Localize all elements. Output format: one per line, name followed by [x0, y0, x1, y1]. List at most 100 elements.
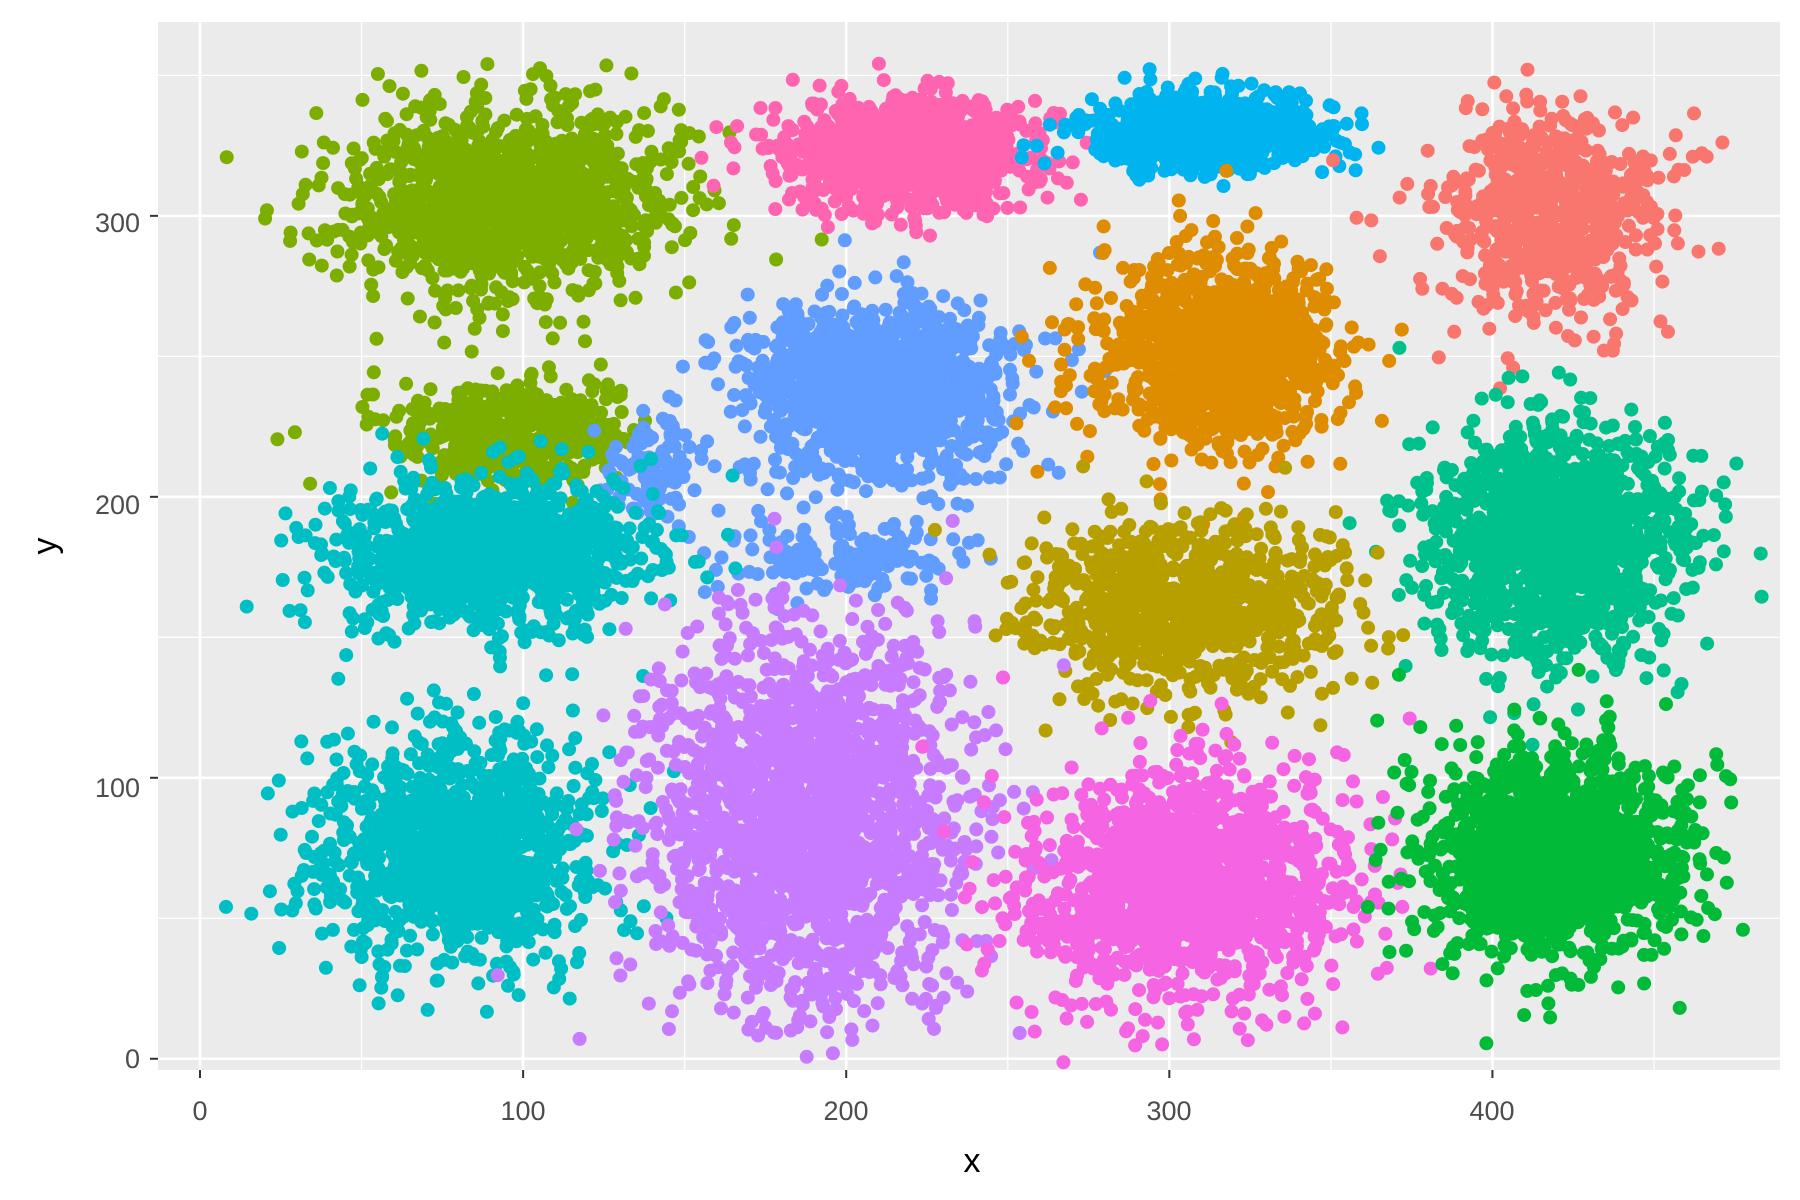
data-point — [416, 150, 431, 165]
data-point — [896, 255, 911, 270]
data-point — [553, 176, 568, 191]
data-point — [1168, 90, 1183, 105]
data-point — [807, 196, 822, 211]
data-point — [662, 149, 677, 163]
data-point — [675, 359, 690, 374]
data-point — [553, 315, 568, 330]
data-point — [1348, 163, 1363, 178]
data-point — [443, 239, 458, 254]
data-point — [1447, 324, 1462, 339]
data-point — [490, 121, 505, 136]
data-point — [1608, 105, 1622, 120]
data-point — [485, 394, 500, 409]
data-point — [923, 81, 938, 96]
data-point — [311, 178, 326, 193]
data-point — [528, 131, 543, 146]
data-point — [1000, 102, 1015, 117]
data-point — [814, 232, 829, 247]
data-point — [561, 261, 576, 276]
data-point — [1012, 163, 1027, 178]
data-point — [559, 382, 574, 397]
data-point — [570, 422, 585, 437]
data-point — [849, 108, 863, 123]
data-point — [464, 344, 479, 359]
data-point — [905, 158, 920, 173]
data-point — [440, 137, 455, 152]
data-point — [1278, 121, 1293, 136]
data-point — [1559, 292, 1574, 307]
data-point — [1520, 62, 1535, 77]
data-point — [556, 402, 571, 417]
data-point — [724, 231, 739, 246]
data-point — [899, 191, 914, 206]
data-point — [1096, 126, 1111, 141]
data-point — [1073, 192, 1088, 207]
data-point — [782, 168, 797, 183]
data-point — [457, 459, 472, 474]
data-point — [1603, 269, 1618, 284]
data-point — [1326, 153, 1340, 168]
data-point — [711, 196, 726, 211]
data-point — [812, 130, 827, 145]
data-point — [1000, 200, 1015, 215]
data-point — [382, 79, 397, 94]
data-point — [514, 399, 529, 414]
data-point — [1668, 128, 1683, 143]
data-point — [412, 309, 427, 324]
data-point — [624, 66, 639, 81]
data-point — [433, 430, 448, 445]
data-point — [507, 251, 522, 265]
data-point — [671, 102, 686, 117]
data-point — [686, 180, 701, 194]
data-point — [1199, 95, 1214, 109]
data-point — [665, 217, 680, 232]
data-point — [1059, 175, 1074, 190]
data-point — [565, 283, 580, 298]
data-point — [463, 281, 478, 295]
data-point — [1183, 111, 1198, 126]
data-point — [1431, 350, 1446, 365]
data-point — [331, 222, 346, 237]
data-point — [468, 180, 482, 195]
data-point — [644, 144, 659, 159]
data-point — [909, 225, 924, 240]
data-point — [528, 398, 543, 413]
data-point — [1275, 150, 1290, 165]
data-point — [1148, 96, 1163, 111]
data-point — [366, 365, 381, 380]
data-point — [839, 150, 854, 165]
data-point — [347, 161, 362, 176]
data-point — [1462, 139, 1477, 154]
data-point — [580, 410, 595, 425]
data-point — [846, 173, 861, 187]
data-point — [481, 296, 496, 311]
data-point — [291, 196, 306, 211]
data-point — [1487, 75, 1502, 90]
data-point — [1580, 110, 1595, 125]
data-point — [484, 137, 499, 152]
data-point — [338, 206, 353, 221]
data-point — [1342, 145, 1357, 160]
data-point — [613, 293, 628, 308]
data-point — [537, 174, 552, 189]
data-point — [510, 378, 525, 393]
data-point — [538, 193, 553, 208]
data-point — [1655, 274, 1670, 289]
data-point — [283, 233, 298, 248]
data-point — [649, 212, 664, 227]
data-point — [915, 137, 930, 152]
data-point — [1138, 165, 1153, 180]
data-point — [380, 113, 394, 128]
data-point — [800, 119, 815, 134]
data-point — [1630, 184, 1645, 199]
data-point — [1715, 135, 1730, 150]
data-point — [505, 187, 520, 202]
data-point — [541, 207, 556, 222]
data-point — [259, 203, 274, 218]
data-point — [549, 236, 564, 251]
data-point — [841, 121, 856, 136]
data-point — [350, 184, 365, 199]
data-point — [1506, 101, 1521, 116]
data-point — [583, 113, 598, 128]
